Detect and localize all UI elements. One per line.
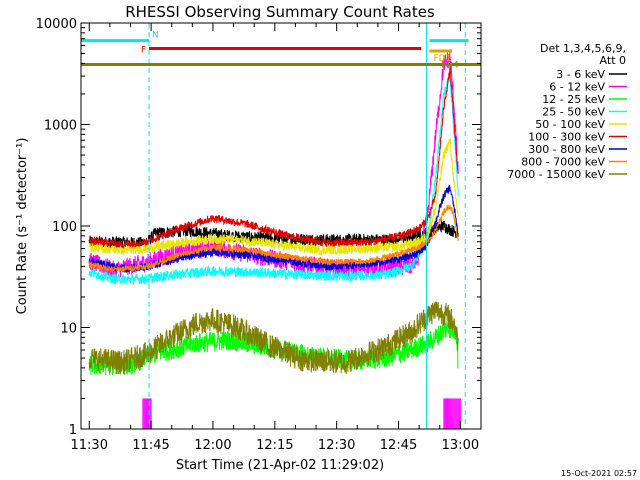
y-tick-label: 10000: [36, 17, 77, 32]
flag-label-f: F: [141, 46, 146, 56]
legend-entry-label: 12 - 25 keV: [542, 93, 605, 106]
flag-label-fd4: FD4: [441, 61, 459, 71]
series-line-4: [88, 75, 459, 286]
y-tick-label: 1: [69, 423, 77, 438]
legend-entry-label: 7000 - 15000 keV: [507, 168, 605, 181]
legend-entry-label: 3 - 6 keV: [556, 68, 605, 81]
legend-title-line: Det 1,3,4,5,6,9,: [540, 42, 626, 55]
y-tick-label: 100: [52, 220, 77, 235]
y-tick-label: 1000: [44, 119, 77, 134]
series-line-6: [88, 65, 459, 250]
x-tick-label: 11:45: [132, 438, 169, 453]
series-line-8: [88, 203, 459, 274]
x-tick-label: 12:45: [380, 438, 417, 453]
flag-label-fd1: FD1: [433, 54, 451, 64]
legend-entry-label: 6 - 12 keV: [549, 81, 605, 94]
legend-entry-label: 100 - 300 keV: [528, 131, 605, 144]
legend-entry-label: 25 - 50 keV: [542, 106, 605, 119]
legend-entry-label: 300 - 800 keV: [528, 143, 605, 156]
x-tick-label: 11:30: [71, 438, 108, 453]
chart-title: RHESSI Observing Summary Count Rates: [125, 3, 435, 21]
y-axis-label: Count Rate (s⁻¹ detector⁻¹): [15, 138, 30, 315]
x-tick-label: 12:15: [256, 438, 293, 453]
legend-entry-label: 800 - 7000 keV: [521, 156, 605, 169]
x-tick-label: 12:30: [318, 438, 355, 453]
chart-marks: [81, 23, 481, 429]
series-line-5: [88, 138, 459, 257]
legend-entry-label: 50 - 100 keV: [535, 118, 605, 131]
legend-title-line: Att 0: [600, 54, 626, 67]
timestamp: 15-Oct-2021 02:57: [561, 469, 637, 478]
y-tick-label: 10: [60, 322, 77, 337]
series-line-9: [88, 301, 459, 375]
x-tick-label: 13:00: [442, 438, 479, 453]
x-tick-label: 12:00: [194, 438, 231, 453]
x-axis-label: Start Time (21-Apr-02 11:29:02): [176, 458, 384, 473]
flag-label-n: N: [152, 31, 159, 41]
